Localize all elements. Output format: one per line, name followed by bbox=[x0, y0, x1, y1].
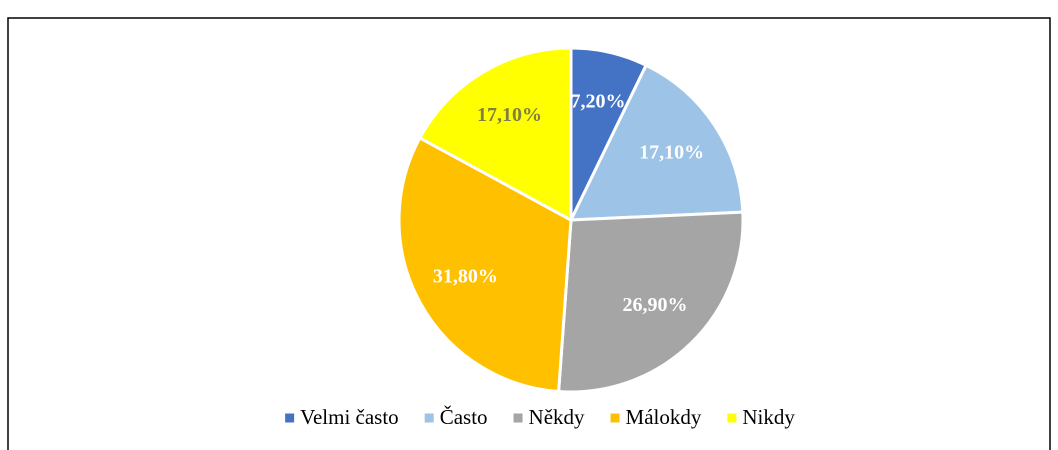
data-label: 31,80% bbox=[433, 265, 498, 287]
pie-slice bbox=[397, 135, 573, 394]
legend-swatch bbox=[727, 413, 737, 423]
frame bbox=[7, 17, 1051, 450]
pie-slice bbox=[568, 63, 745, 222]
legend-swatch bbox=[513, 413, 523, 423]
legend-label: Nikdy bbox=[742, 405, 795, 429]
legend-label: Někdy bbox=[529, 405, 585, 429]
pie-slice bbox=[556, 210, 745, 394]
data-label: 26,90% bbox=[622, 294, 687, 316]
legend-swatch bbox=[610, 413, 620, 423]
pie-slice bbox=[417, 46, 573, 223]
legend-label: Málokdy bbox=[626, 405, 702, 429]
legend-swatch bbox=[424, 413, 434, 423]
data-label: 17,10% bbox=[639, 141, 704, 163]
data-label: 7,20% bbox=[570, 90, 625, 112]
legend-label: Často bbox=[440, 405, 488, 429]
data-label: 17,10% bbox=[477, 104, 542, 126]
legend-swatch bbox=[285, 413, 295, 423]
legend-label: Velmi často bbox=[300, 405, 399, 429]
